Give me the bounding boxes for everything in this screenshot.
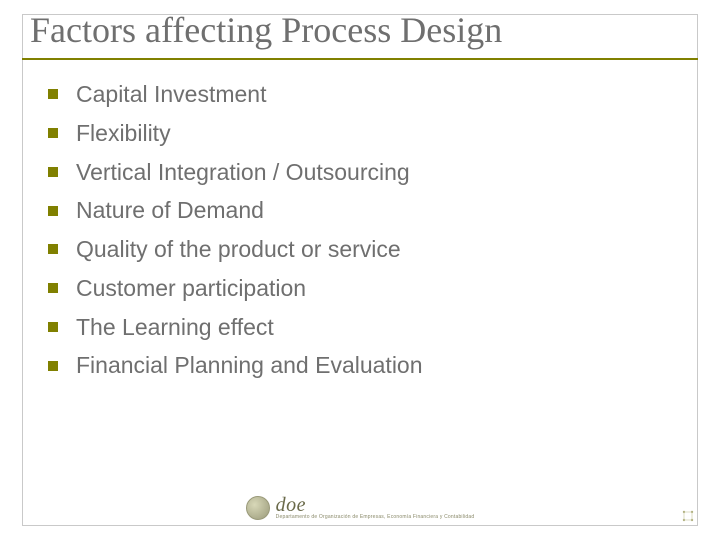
list-item: Flexibility (48, 119, 672, 148)
list-item-text: Nature of Demand (76, 196, 264, 225)
logo-mark-icon (246, 496, 270, 520)
bullet-icon (48, 283, 58, 293)
list-item-text: Flexibility (76, 119, 171, 148)
list-item-text: Customer participation (76, 274, 306, 303)
bullet-icon (48, 167, 58, 177)
list-item: Quality of the product or service (48, 235, 672, 264)
list-item: Nature of Demand (48, 196, 672, 225)
logo-sub-text: Departamento de Organización de Empresas… (276, 515, 475, 520)
bullet-icon (48, 244, 58, 254)
bullet-icon (48, 89, 58, 99)
list-item-text: Quality of the product or service (76, 235, 401, 264)
list-item-text: Capital Investment (76, 80, 266, 109)
slide: Factors affecting Process Design Capital… (0, 0, 720, 540)
list-item: Customer participation (48, 274, 672, 303)
list-item-text: The Learning effect (76, 313, 274, 342)
bullet-icon (48, 361, 58, 371)
logo-text: doe Departamento de Organización de Empr… (276, 495, 475, 520)
corner-decoration-icon (682, 510, 694, 522)
footer-logo: doe Departamento de Organización de Empr… (0, 495, 720, 520)
title-underline (22, 58, 698, 60)
bullet-icon (48, 206, 58, 216)
list-item: The Learning effect (48, 313, 672, 342)
logo-main-text: doe (276, 495, 475, 515)
slide-title: Factors affecting Process Design (30, 10, 690, 57)
bullet-icon (48, 322, 58, 332)
bullet-icon (48, 128, 58, 138)
list-item-text: Financial Planning and Evaluation (76, 351, 423, 380)
bullet-list: Capital Investment Flexibility Vertical … (48, 80, 672, 390)
list-item: Vertical Integration / Outsourcing (48, 158, 672, 187)
list-item: Capital Investment (48, 80, 672, 109)
list-item: Financial Planning and Evaluation (48, 351, 672, 380)
list-item-text: Vertical Integration / Outsourcing (76, 158, 410, 187)
